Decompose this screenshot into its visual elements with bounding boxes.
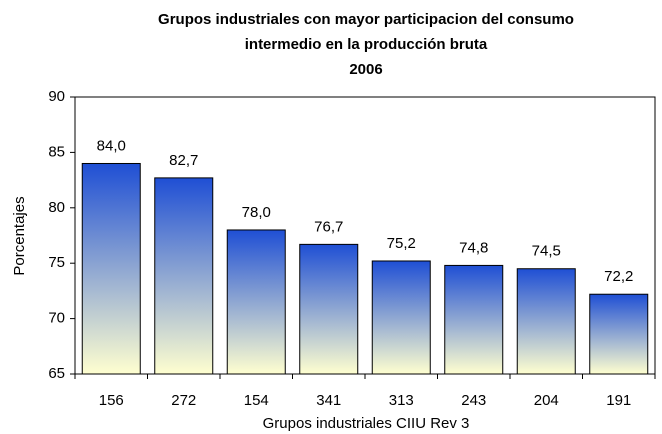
x-tick-label: 154 (244, 392, 269, 409)
y-tick-label: 80 (48, 199, 65, 216)
bar (226, 229, 286, 375)
data-label: 74,5 (532, 243, 561, 260)
chart-title: intermedio en la producción bruta (245, 36, 488, 53)
data-label: 82,7 (169, 152, 198, 169)
bar (444, 264, 504, 375)
data-label: 78,0 (242, 204, 271, 221)
x-tick-label: 191 (606, 392, 631, 409)
bar (589, 293, 649, 375)
y-tick-label: 90 (48, 88, 65, 105)
y-tick-label: 70 (48, 310, 65, 327)
bar (154, 177, 214, 375)
x-tick-label: 156 (99, 392, 124, 409)
bar (371, 260, 431, 375)
data-label: 84,0 (97, 137, 126, 154)
x-tick-label: 341 (316, 392, 341, 409)
y-tick-label: 65 (48, 365, 65, 382)
x-tick-label: 313 (389, 392, 414, 409)
bar (516, 268, 576, 375)
chart-title: Grupos industriales con mayor participac… (158, 11, 574, 28)
x-axis-label: Grupos industriales CIIU Rev 3 (263, 415, 470, 432)
y-tick-label: 75 (48, 254, 65, 271)
y-axis-label: Porcentajes (11, 196, 28, 275)
x-tick-label: 272 (171, 392, 196, 409)
data-label: 75,2 (387, 235, 416, 252)
x-tick-label: 243 (461, 392, 486, 409)
y-tick-label: 85 (48, 143, 65, 160)
data-label: 72,2 (604, 268, 633, 285)
data-label: 74,8 (459, 239, 488, 256)
bar (81, 162, 141, 375)
bar (299, 243, 359, 375)
chart-title: 2006 (349, 61, 382, 78)
x-tick-label: 204 (534, 392, 559, 409)
data-label: 76,7 (314, 218, 343, 235)
